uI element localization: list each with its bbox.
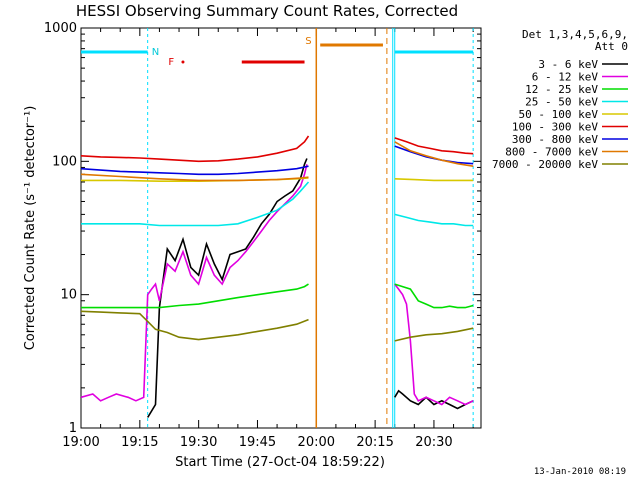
flare-dot: [181, 60, 185, 64]
series-line-5: [80, 135, 310, 163]
timestamp-label: 13-Jan-2010 08:19: [534, 467, 626, 477]
series-line-8: [80, 310, 309, 341]
legend-entry-label: 50 - 100 keV: [519, 108, 599, 121]
x-tick-label: 20:15: [356, 435, 393, 450]
series-line-1: [80, 164, 308, 402]
flag-label-f: F: [168, 57, 174, 68]
series-line-8: [394, 327, 474, 342]
series-line-1: [394, 283, 474, 406]
y-tick-label: 1: [69, 421, 77, 436]
series-line-5: [394, 137, 474, 155]
legend-entry-label: 25 - 50 keV: [525, 96, 598, 109]
x-tick-label: 20:30: [415, 435, 452, 450]
x-tick-label: 19:00: [62, 435, 99, 450]
x-tick-label: 20:00: [298, 435, 335, 450]
series-line-7: [80, 173, 309, 182]
series-line-3: [81, 181, 310, 227]
y-tick-label: 10: [60, 288, 77, 303]
series-line-0: [147, 158, 308, 418]
series-line-7: [394, 141, 474, 167]
series-line-4: [394, 178, 474, 182]
plot-frame: [80, 27, 482, 429]
chart-title: HESSI Observing Summary Count Rates, Cor…: [76, 2, 458, 20]
series-line-3: [394, 213, 474, 227]
series-line-2: [394, 283, 474, 309]
flag-label-s: S: [305, 36, 311, 47]
x-tick-label: 19:15: [121, 435, 158, 450]
legend-entry-label: 7000 - 20000 keV: [492, 158, 598, 171]
y-axis-label: Corrected Count Rate (s⁻¹ detector⁻¹): [23, 106, 38, 351]
y-tick-label: 1000: [44, 21, 77, 36]
y-tick-label: 100: [52, 154, 77, 169]
plot-area: 1 10 100 1000 19:00 19:15 19:30 19:45 20:00 20:15…: [44, 21, 482, 450]
x-axis-label: Start Time (27-Oct-04 18:59:22): [175, 455, 385, 470]
series-line-0: [394, 389, 474, 410]
legend-entry-label: 100 - 300 keV: [512, 121, 598, 134]
legend-entry-label: 3 - 6 keV: [538, 58, 598, 71]
legend-header: Det 1,3,4,5,6,9,: [522, 28, 628, 41]
flag-label-n: N: [152, 47, 159, 58]
legend-entry-label: 300 - 800 keV: [512, 133, 598, 146]
x-tick-label: 19:30: [180, 435, 217, 450]
legend-entry-label: 800 - 7000 keV: [505, 146, 598, 159]
series-line-2: [81, 283, 309, 309]
x-tick-label: 19:45: [239, 435, 276, 450]
legend-header: Att 0: [595, 40, 628, 53]
legend-entry-label: 12 - 25 keV: [525, 83, 598, 96]
series-line-6: [80, 165, 309, 176]
legend-entry-label: 6 - 12 keV: [532, 71, 599, 84]
